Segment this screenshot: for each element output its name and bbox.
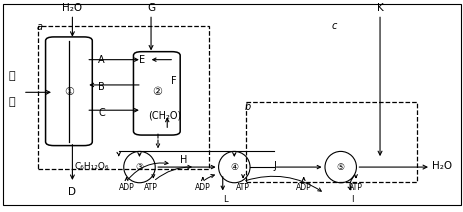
Bar: [38, 26, 208, 169]
FancyArrowPatch shape: [155, 165, 191, 180]
Text: F: F: [171, 76, 176, 86]
Text: C₆H₁₂O₆: C₆H₁₂O₆: [75, 162, 109, 170]
Text: A: A: [98, 55, 105, 65]
Text: H: H: [179, 155, 187, 165]
Text: I: I: [350, 195, 353, 204]
Text: G: G: [147, 3, 155, 13]
Text: b: b: [244, 102, 251, 112]
Text: 能: 能: [9, 97, 16, 107]
Text: (CH₂O): (CH₂O): [148, 110, 181, 120]
Text: L: L: [222, 195, 227, 204]
Text: ATP: ATP: [236, 183, 250, 192]
FancyArrowPatch shape: [205, 174, 214, 180]
Text: ④: ④: [230, 163, 238, 172]
Text: ③: ③: [135, 163, 143, 172]
Text: ATP: ATP: [144, 183, 157, 192]
Text: ADP: ADP: [119, 183, 134, 192]
FancyArrowPatch shape: [220, 177, 224, 189]
Text: c: c: [331, 21, 336, 31]
Text: K: K: [376, 3, 382, 13]
Text: ②: ②: [152, 87, 162, 97]
Text: J: J: [273, 161, 276, 171]
Text: H₂O: H₂O: [432, 161, 451, 171]
FancyArrowPatch shape: [128, 161, 168, 179]
Text: 光: 光: [9, 71, 16, 82]
Text: ADP: ADP: [295, 183, 311, 192]
Bar: [245, 102, 416, 182]
Text: E: E: [138, 55, 144, 65]
Text: C: C: [98, 108, 105, 118]
Text: D: D: [68, 187, 76, 197]
Text: ADP: ADP: [194, 183, 210, 192]
FancyArrowPatch shape: [347, 176, 354, 190]
Text: a: a: [37, 22, 43, 32]
Text: H₂O: H₂O: [62, 3, 82, 13]
Text: B: B: [98, 82, 105, 92]
FancyArrowPatch shape: [245, 176, 320, 191]
Text: ⑤: ⑤: [336, 163, 344, 172]
Text: ATP: ATP: [348, 183, 362, 192]
Text: ①: ①: [64, 87, 74, 97]
